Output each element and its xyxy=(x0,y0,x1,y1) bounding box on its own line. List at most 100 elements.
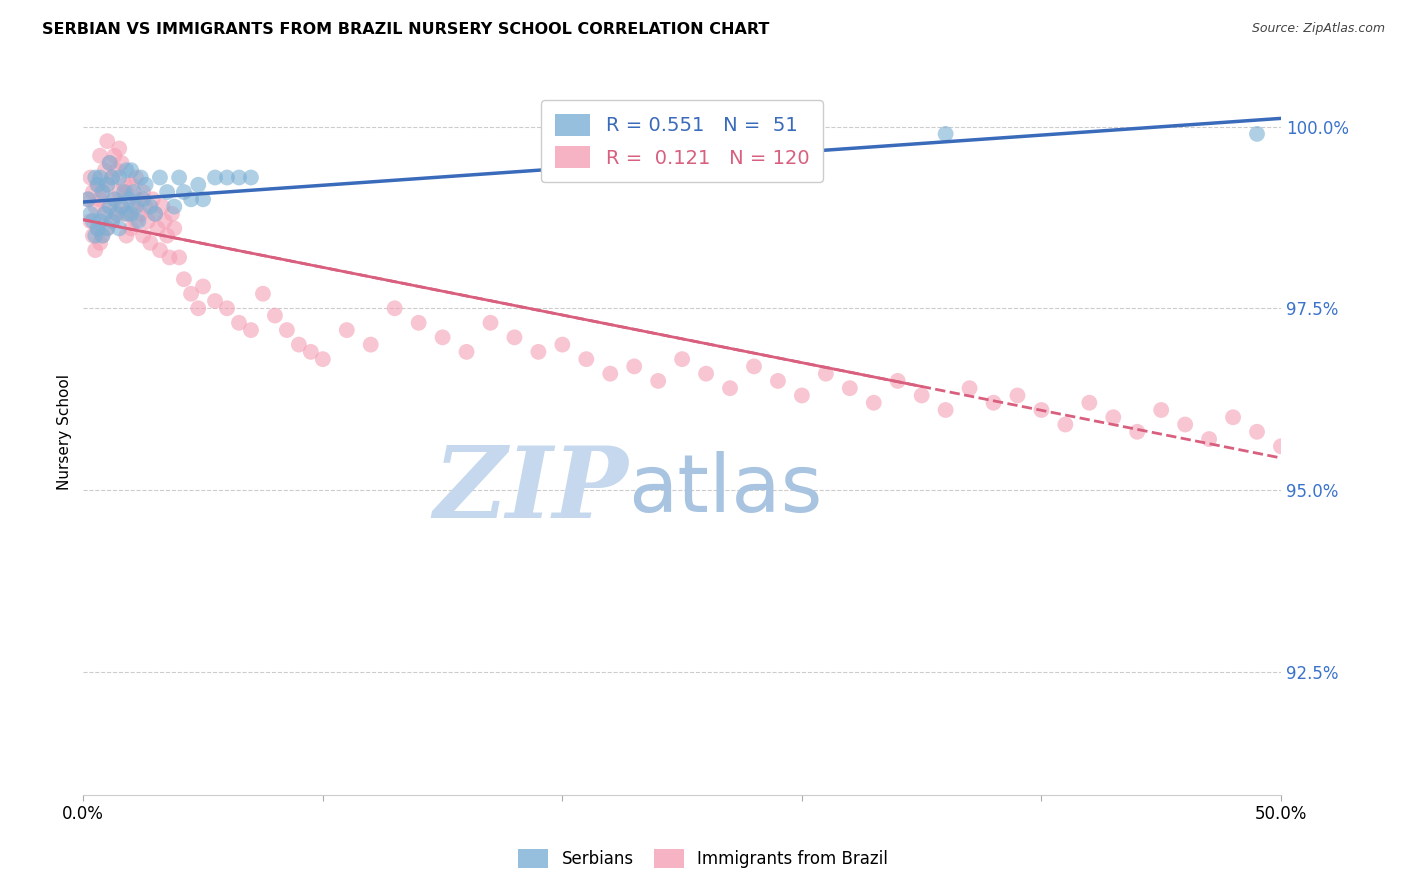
Point xyxy=(89,235,111,250)
Point xyxy=(575,352,598,367)
Point xyxy=(1102,410,1125,425)
Text: ZIP: ZIP xyxy=(433,442,628,538)
Point xyxy=(115,163,138,178)
Point xyxy=(98,156,121,170)
Point xyxy=(153,214,176,228)
Text: atlas: atlas xyxy=(628,451,823,529)
Point xyxy=(191,192,214,206)
Point xyxy=(163,200,186,214)
Point xyxy=(1294,417,1316,432)
Point xyxy=(110,200,132,214)
Point xyxy=(79,207,101,221)
Point xyxy=(105,163,128,178)
Point xyxy=(167,251,190,265)
Point xyxy=(1126,425,1149,439)
Point xyxy=(647,374,669,388)
Point xyxy=(167,170,190,185)
Point xyxy=(150,200,173,214)
Point xyxy=(551,337,574,351)
Point xyxy=(838,381,860,395)
Point xyxy=(96,221,118,235)
Point xyxy=(180,192,202,206)
Point xyxy=(503,330,526,344)
Point xyxy=(103,149,125,163)
Point xyxy=(983,395,1005,409)
Point xyxy=(191,279,214,293)
Point xyxy=(127,214,149,228)
Point xyxy=(132,192,155,206)
Point xyxy=(118,192,141,206)
Point xyxy=(384,301,406,316)
Point xyxy=(127,192,149,206)
Point xyxy=(149,170,172,185)
Point xyxy=(959,381,981,395)
Point xyxy=(1054,417,1077,432)
Point xyxy=(299,344,322,359)
Point xyxy=(94,163,117,178)
Point xyxy=(695,367,717,381)
Point xyxy=(84,200,107,214)
Point xyxy=(742,359,765,374)
Point xyxy=(77,192,100,206)
Point xyxy=(98,156,121,170)
Point xyxy=(1270,439,1292,453)
Point xyxy=(862,395,884,409)
Point xyxy=(173,272,195,286)
Point xyxy=(252,286,274,301)
Point xyxy=(115,207,138,221)
Point xyxy=(136,214,159,228)
Point xyxy=(89,214,111,228)
Point xyxy=(139,235,162,250)
Point xyxy=(187,178,209,192)
Point xyxy=(120,221,142,235)
Point xyxy=(91,228,114,243)
Point xyxy=(96,178,118,192)
Point xyxy=(142,192,165,206)
Point xyxy=(108,170,131,185)
Point xyxy=(101,214,124,228)
Point xyxy=(139,200,162,214)
Point xyxy=(110,156,132,170)
Point xyxy=(1246,127,1268,141)
Point xyxy=(84,228,107,243)
Point xyxy=(360,337,382,351)
Point xyxy=(77,192,100,206)
Point xyxy=(135,178,157,192)
Point xyxy=(86,178,108,192)
Point xyxy=(276,323,298,337)
Point xyxy=(149,243,172,257)
Point xyxy=(143,207,166,221)
Point xyxy=(1031,403,1053,417)
Point xyxy=(129,207,152,221)
Point xyxy=(108,221,131,235)
Point xyxy=(288,337,311,351)
Point xyxy=(599,367,621,381)
Point xyxy=(312,352,335,367)
Point xyxy=(935,127,957,141)
Point xyxy=(1389,439,1406,453)
Point xyxy=(146,221,169,235)
Point xyxy=(110,200,132,214)
Point xyxy=(143,207,166,221)
Point xyxy=(120,178,142,192)
Point xyxy=(112,185,135,199)
Point xyxy=(112,207,135,221)
Point xyxy=(105,207,128,221)
Point xyxy=(89,170,111,185)
Point xyxy=(173,185,195,199)
Point xyxy=(101,214,124,228)
Legend: R = 0.551   N =  51, R =  0.121   N = 120: R = 0.551 N = 51, R = 0.121 N = 120 xyxy=(541,100,823,182)
Point xyxy=(479,316,502,330)
Point xyxy=(215,170,238,185)
Point xyxy=(103,192,125,206)
Point xyxy=(96,134,118,148)
Point xyxy=(79,170,101,185)
Point xyxy=(98,200,121,214)
Point xyxy=(1078,395,1101,409)
Point xyxy=(84,243,107,257)
Point xyxy=(120,163,142,178)
Point xyxy=(96,221,118,235)
Point xyxy=(228,316,250,330)
Point xyxy=(718,381,741,395)
Point xyxy=(187,301,209,316)
